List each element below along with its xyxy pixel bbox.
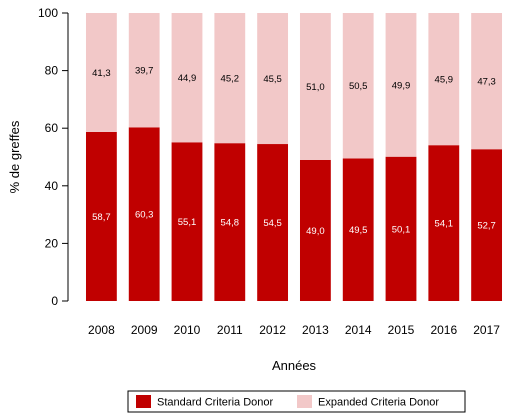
bar-segment-2011-standard	[214, 143, 246, 301]
bar-segment-2014-expanded	[342, 13, 374, 159]
bar-segment-2017-standard	[471, 149, 503, 301]
y-tick-label-40: 40	[45, 179, 59, 193]
y-tick-label-60: 60	[45, 121, 59, 135]
legend-swatch-expanded	[297, 395, 312, 408]
bar-segment-2008-expanded	[85, 13, 117, 132]
x-tick-label-2013: 2013	[302, 323, 329, 337]
bar-label-2008-standard: 58,7	[92, 212, 111, 223]
bar-label-2016-standard: 54,1	[435, 219, 454, 230]
bar-label-2017-expanded: 47,3	[477, 77, 496, 88]
bar-label-2008-expanded: 41,3	[92, 68, 111, 79]
bar-label-2013-expanded: 51,0	[306, 82, 325, 93]
x-tick-label-2014: 2014	[345, 323, 372, 337]
bar-segment-2010-standard	[171, 142, 203, 301]
x-tick-label-2016: 2016	[430, 323, 457, 337]
x-tick-label-2009: 2009	[131, 323, 158, 337]
bar-segment-2008-standard	[85, 131, 117, 301]
legend-label-expanded: Expanded Criteria Donor	[318, 397, 439, 409]
bar-segment-2009-expanded	[128, 13, 160, 128]
y-tick-label-20: 20	[45, 236, 59, 250]
x-tick-label-2008: 2008	[88, 323, 115, 337]
bar-segment-2017-expanded	[471, 13, 503, 150]
x-tick-label-2012: 2012	[259, 323, 286, 337]
x-axis: 2008 2009 2010 2011 2012 2013 2014 2015 2016 2017	[88, 323, 500, 337]
legend: Standard Criteria Donor Expanded Criteria…	[127, 390, 466, 413]
bar-label-2013-standard: 49,0	[306, 226, 325, 237]
bars-layer: 58,7 41,3 60,3 39,7 55,1 44,9 54,8 45,2 54,5 45,5…	[85, 13, 503, 301]
bar-label-2012-standard: 54,5	[263, 218, 282, 229]
bar-label-2009-standard: 60,3	[135, 210, 154, 221]
bar-label-2010-standard: 55,1	[178, 217, 197, 228]
y-axis-title: % de greffes	[7, 120, 22, 193]
bar-segment-2012-standard	[257, 144, 289, 301]
bar-label-2011-standard: 54,8	[221, 218, 240, 229]
bar-segment-2013-expanded	[299, 13, 331, 160]
bar-label-2016-expanded: 45,9	[435, 75, 454, 86]
x-axis-title: Années	[272, 358, 317, 373]
y-tick-label-80: 80	[45, 64, 59, 78]
bar-segment-2015-standard	[385, 156, 417, 301]
bar-label-2015-standard: 50,1	[392, 224, 411, 235]
bar-label-2011-expanded: 45,2	[221, 74, 240, 85]
bar-segment-2013-standard	[299, 159, 331, 301]
x-tick-label-2015: 2015	[388, 323, 415, 337]
bar-label-2012-expanded: 45,5	[263, 74, 282, 85]
bar-label-2009-expanded: 39,7	[135, 66, 154, 77]
bar-segment-2011-expanded	[214, 13, 246, 144]
bar-label-2014-expanded: 50,5	[349, 81, 368, 92]
bar-segment-2010-expanded	[171, 13, 203, 143]
legend-label-standard: Standard Criteria Donor	[157, 397, 274, 409]
legend-box	[127, 390, 466, 413]
bar-label-2014-standard: 49,5	[349, 225, 368, 236]
legend-swatch-standard	[136, 395, 151, 408]
x-tick-label-2010: 2010	[174, 323, 201, 337]
bar-label-2010-expanded: 44,9	[178, 73, 197, 84]
bar-label-2015-expanded: 49,9	[392, 80, 411, 91]
y-tick-label-100: 100	[38, 6, 58, 20]
bar-segment-2009-standard	[128, 127, 160, 301]
bar-label-2017-standard: 52,7	[477, 221, 496, 232]
bar-segment-2016-expanded	[428, 13, 460, 146]
bar-segment-2015-expanded	[385, 13, 417, 157]
y-tick-label-0: 0	[51, 294, 58, 308]
bar-segment-2016-standard	[428, 145, 460, 301]
y-axis: 0 20 40 60 80 100	[38, 6, 69, 308]
bar-segment-2012-expanded	[257, 13, 289, 145]
x-tick-label-2011: 2011	[217, 323, 243, 337]
x-tick-label-2017: 2017	[473, 323, 500, 337]
bar-segment-2014-standard	[342, 158, 374, 301]
